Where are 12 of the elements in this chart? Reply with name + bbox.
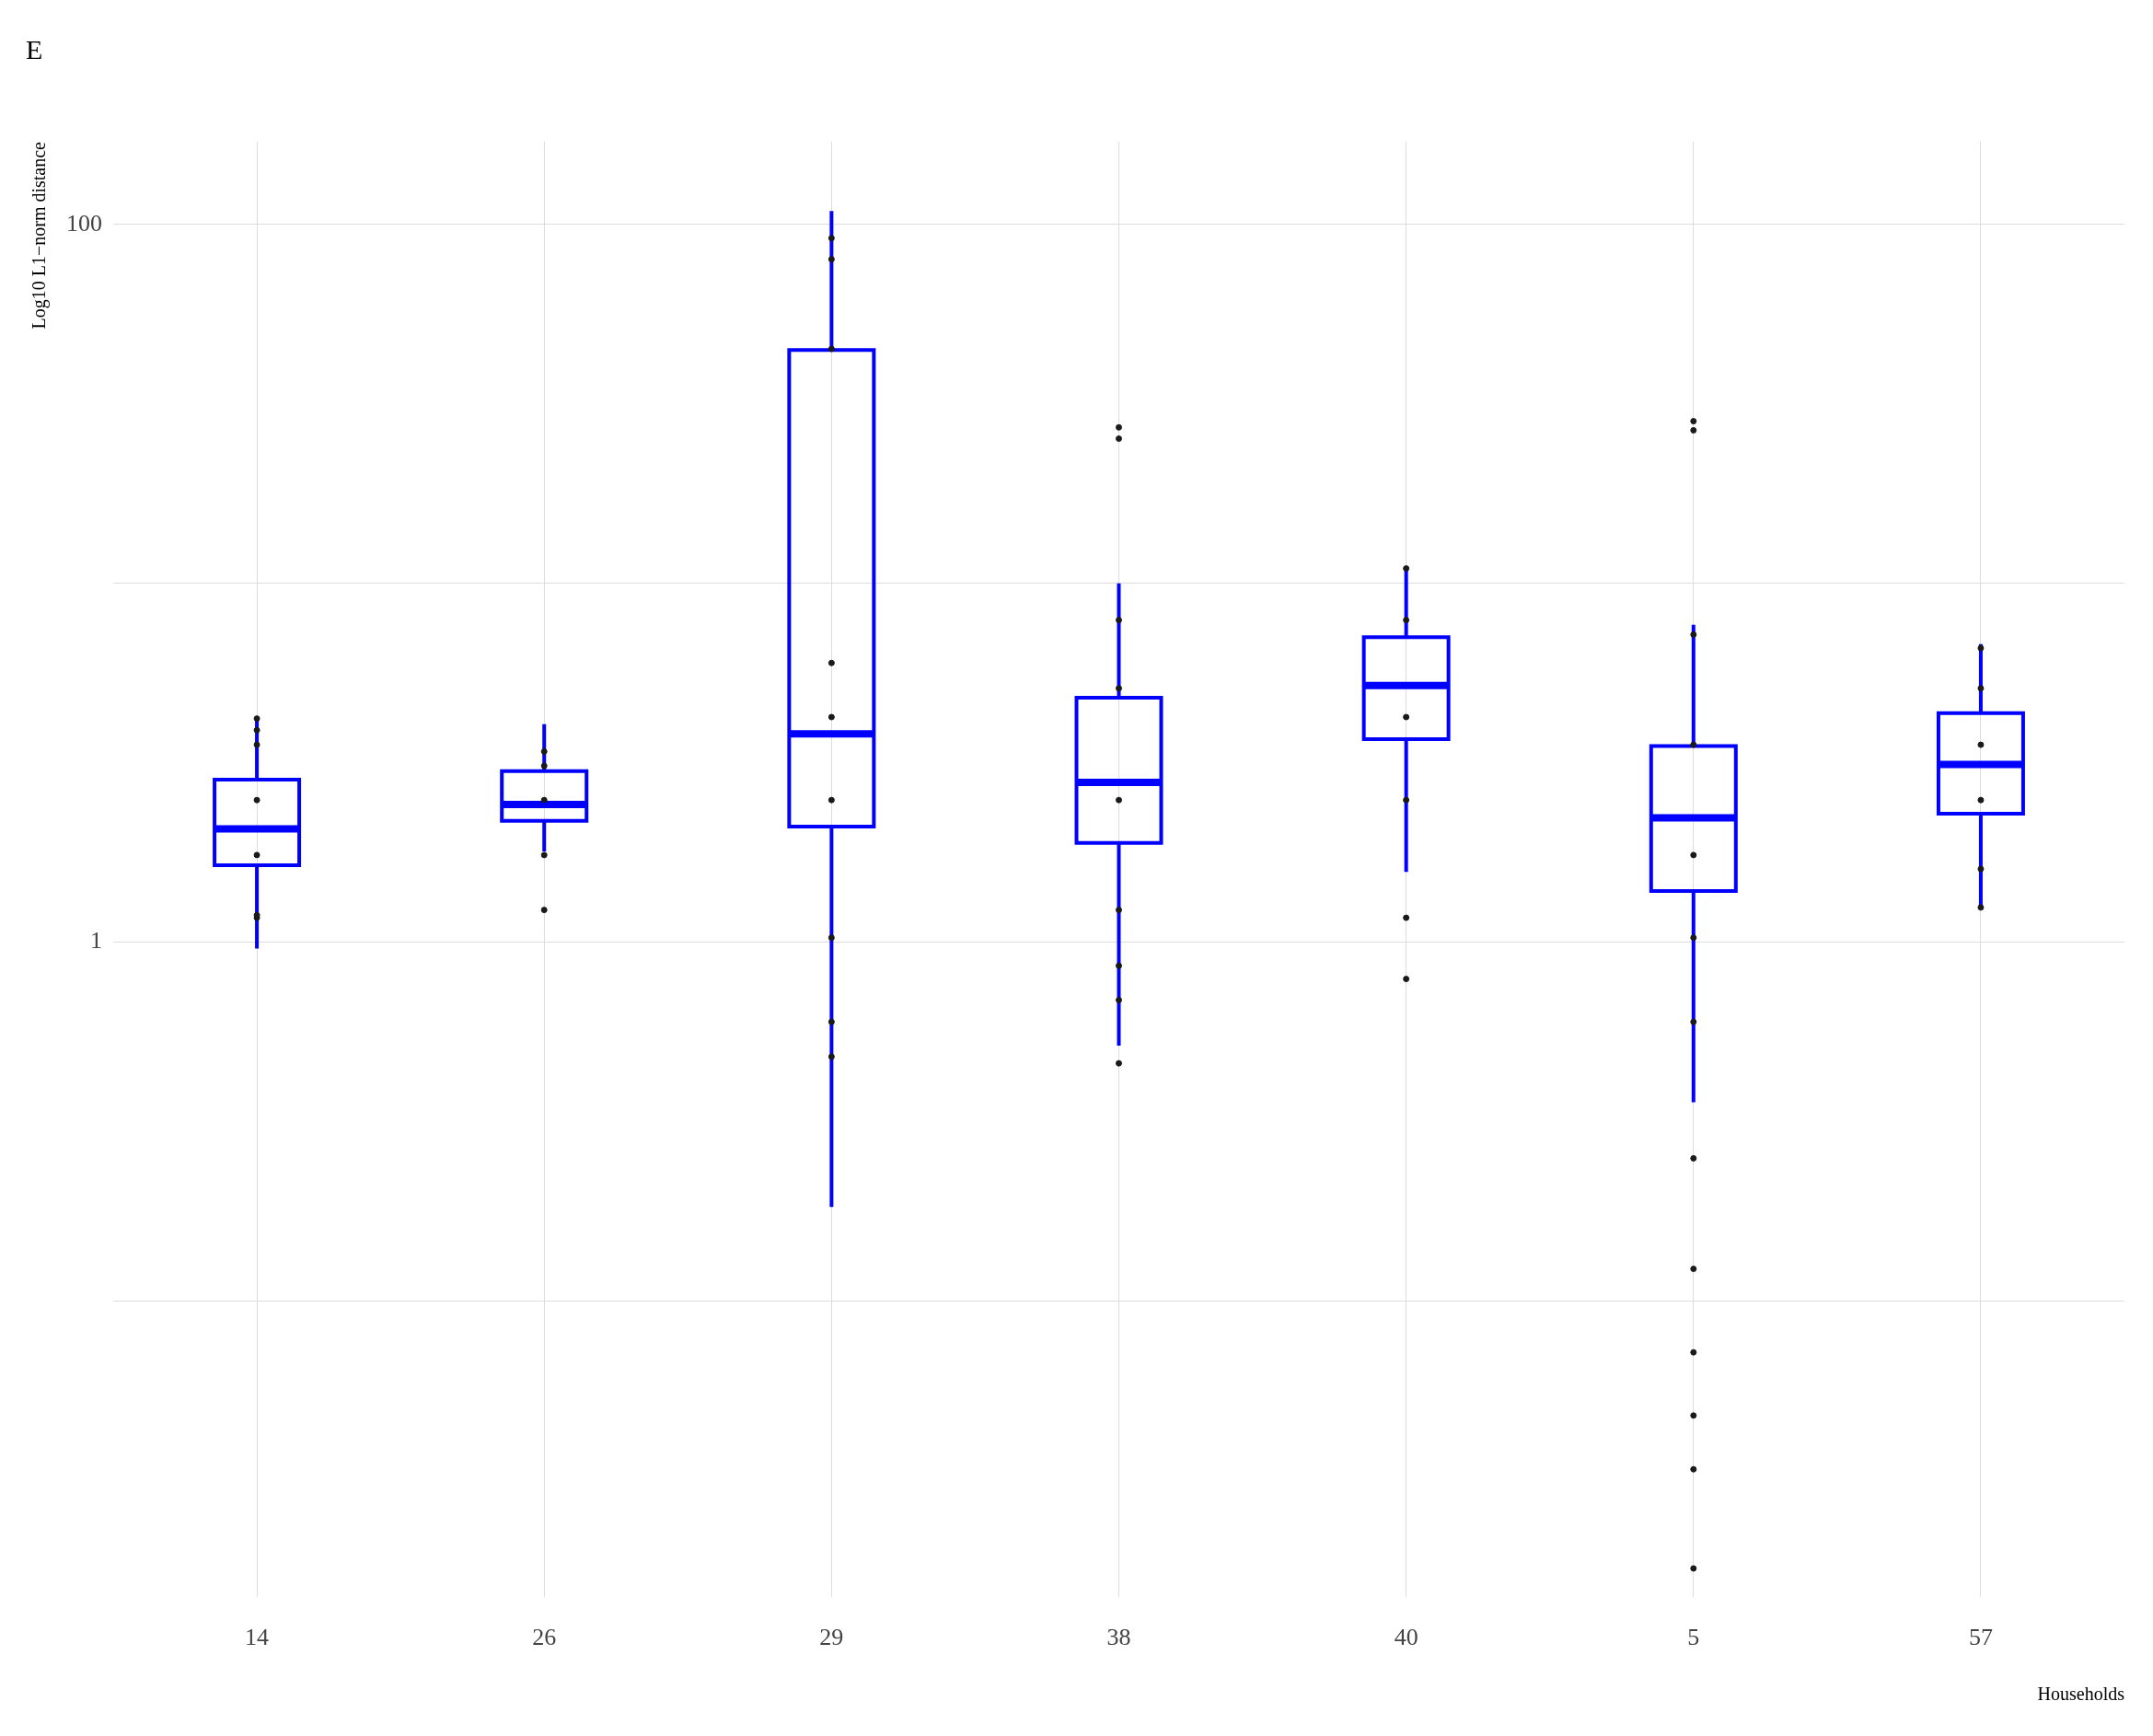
x-tick-label: 29 <box>819 1624 844 1651</box>
y-axis-title: Log10 L1−norm distance <box>29 141 51 330</box>
y-tick-label: 1 <box>90 927 102 955</box>
x-tick-label: 57 <box>1968 1624 1993 1651</box>
chart-title: E <box>26 33 43 64</box>
x-tick-label: 40 <box>1394 1624 1418 1651</box>
x-axis-title: Households <box>2037 1684 2125 1705</box>
x-tick-label: 14 <box>245 1624 270 1651</box>
x-tick-label: 38 <box>1106 1624 1131 1651</box>
y-tick-label: 100 <box>66 209 102 237</box>
x-tick-label: 5 <box>1687 1624 1700 1651</box>
x-tick-label: 26 <box>532 1624 557 1651</box>
